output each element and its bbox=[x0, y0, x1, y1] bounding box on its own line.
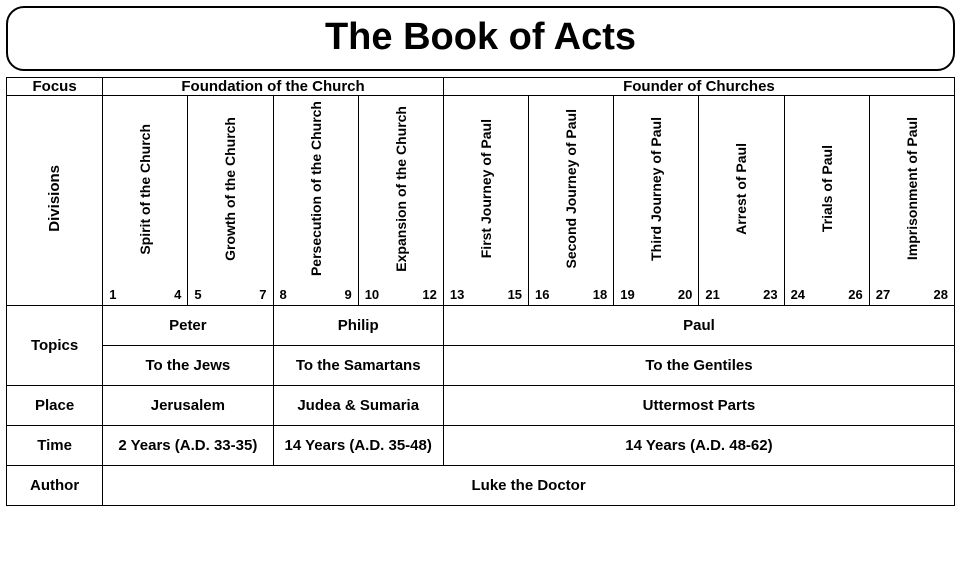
divisions-label-text: Divisions bbox=[46, 159, 63, 238]
topics-audience-row: To the Jews To the Samartans To the Gent… bbox=[7, 346, 955, 386]
division-1-start: 5 bbox=[194, 287, 201, 302]
division-1-title: Growth of the Church bbox=[222, 117, 238, 261]
division-3-start: 10 bbox=[365, 287, 379, 302]
division-3-chapters: 10 12 bbox=[359, 287, 443, 302]
time-c: 14 Years (A.D. 48-62) bbox=[443, 426, 954, 466]
topic-people-b: Philip bbox=[273, 306, 443, 346]
division-0-title: Spirit of the Church bbox=[137, 124, 153, 255]
division-4-title: First Journey of Paul bbox=[478, 119, 494, 258]
division-6-title: Third Journey of Paul bbox=[648, 117, 664, 261]
division-9-end: 28 bbox=[934, 287, 948, 302]
division-4-chapters: 13 15 bbox=[444, 287, 528, 302]
divisions-label: Divisions bbox=[7, 96, 103, 306]
division-2-end: 9 bbox=[344, 287, 351, 302]
division-7: Arrest of Paul 21 23 bbox=[699, 96, 784, 306]
division-2-start: 8 bbox=[280, 287, 287, 302]
focus-left: Foundation of the Church bbox=[103, 78, 444, 96]
division-6-start: 19 bbox=[620, 287, 634, 302]
division-8-chapters: 24 26 bbox=[785, 287, 869, 302]
place-c: Uttermost Parts bbox=[443, 386, 954, 426]
division-7-start: 21 bbox=[705, 287, 719, 302]
division-8: Trials of Paul 24 26 bbox=[784, 96, 869, 306]
division-8-start: 24 bbox=[791, 287, 805, 302]
time-label: Time bbox=[7, 426, 103, 466]
division-8-title: Trials of Paul bbox=[819, 145, 835, 232]
author-label: Author bbox=[7, 466, 103, 506]
division-0: Spirit of the Church 1 4 bbox=[103, 96, 188, 306]
time-a: 2 Years (A.D. 33-35) bbox=[103, 426, 273, 466]
division-1: Growth of the Church 5 7 bbox=[188, 96, 273, 306]
division-5-end: 18 bbox=[593, 287, 607, 302]
topic-audience-c: To the Gentiles bbox=[443, 346, 954, 386]
division-4-start: 13 bbox=[450, 287, 464, 302]
division-0-end: 4 bbox=[174, 287, 181, 302]
place-label: Place bbox=[7, 386, 103, 426]
division-9: Imprisonment of Paul 27 28 bbox=[869, 96, 954, 306]
division-1-end: 7 bbox=[259, 287, 266, 302]
division-4: First Journey of Paul 13 15 bbox=[443, 96, 528, 306]
division-7-end: 23 bbox=[763, 287, 777, 302]
division-3: Expansion of the Church 10 12 bbox=[358, 96, 443, 306]
division-3-end: 12 bbox=[422, 287, 436, 302]
division-6: Third Journey of Paul 19 20 bbox=[614, 96, 699, 306]
outline-table: Focus Foundation of the Church Founder o… bbox=[6, 77, 955, 506]
division-2-chapters: 8 9 bbox=[274, 287, 358, 302]
time-row: Time 2 Years (A.D. 33-35) 14 Years (A.D.… bbox=[7, 426, 955, 466]
author-row: Author Luke the Doctor bbox=[7, 466, 955, 506]
place-a: Jerusalem bbox=[103, 386, 273, 426]
division-3-title: Expansion of the Church bbox=[393, 106, 409, 272]
divisions-row: Divisions Spirit of the Church 1 4 Growt… bbox=[7, 96, 955, 306]
division-0-chapters: 1 4 bbox=[103, 287, 187, 302]
topic-people-a: Peter bbox=[103, 306, 273, 346]
division-2: Persecution of the Church 8 9 bbox=[273, 96, 358, 306]
division-9-chapters: 27 28 bbox=[870, 287, 954, 302]
division-5: Second Journey of Paul 16 18 bbox=[529, 96, 614, 306]
division-6-chapters: 19 20 bbox=[614, 287, 698, 302]
division-7-chapters: 21 23 bbox=[699, 287, 783, 302]
place-b: Judea & Sumaria bbox=[273, 386, 443, 426]
place-row: Place Jerusalem Judea & Sumaria Uttermos… bbox=[7, 386, 955, 426]
focus-row: Focus Foundation of the Church Founder o… bbox=[7, 78, 955, 96]
division-0-start: 1 bbox=[109, 287, 116, 302]
division-5-chapters: 16 18 bbox=[529, 287, 613, 302]
division-1-chapters: 5 7 bbox=[188, 287, 272, 302]
division-5-title: Second Journey of Paul bbox=[563, 109, 579, 268]
division-6-end: 20 bbox=[678, 287, 692, 302]
focus-right: Founder of Churches bbox=[443, 78, 954, 96]
title-bar: The Book of Acts bbox=[6, 6, 955, 71]
division-5-start: 16 bbox=[535, 287, 549, 302]
division-4-end: 15 bbox=[508, 287, 522, 302]
topics-people-row: Topics Peter Philip Paul bbox=[7, 306, 955, 346]
topic-people-c: Paul bbox=[443, 306, 954, 346]
focus-label: Focus bbox=[7, 78, 103, 96]
page-title: The Book of Acts bbox=[8, 16, 953, 59]
division-9-start: 27 bbox=[876, 287, 890, 302]
division-9-title: Imprisonment of Paul bbox=[904, 117, 920, 260]
time-b: 14 Years (A.D. 35-48) bbox=[273, 426, 443, 466]
division-2-title: Persecution of the Church bbox=[308, 101, 324, 276]
division-8-end: 26 bbox=[848, 287, 862, 302]
topic-audience-b: To the Samartans bbox=[273, 346, 443, 386]
division-7-title: Arrest of Paul bbox=[733, 143, 749, 235]
topics-label: Topics bbox=[7, 306, 103, 386]
topic-audience-a: To the Jews bbox=[103, 346, 273, 386]
author-value: Luke the Doctor bbox=[103, 466, 955, 506]
